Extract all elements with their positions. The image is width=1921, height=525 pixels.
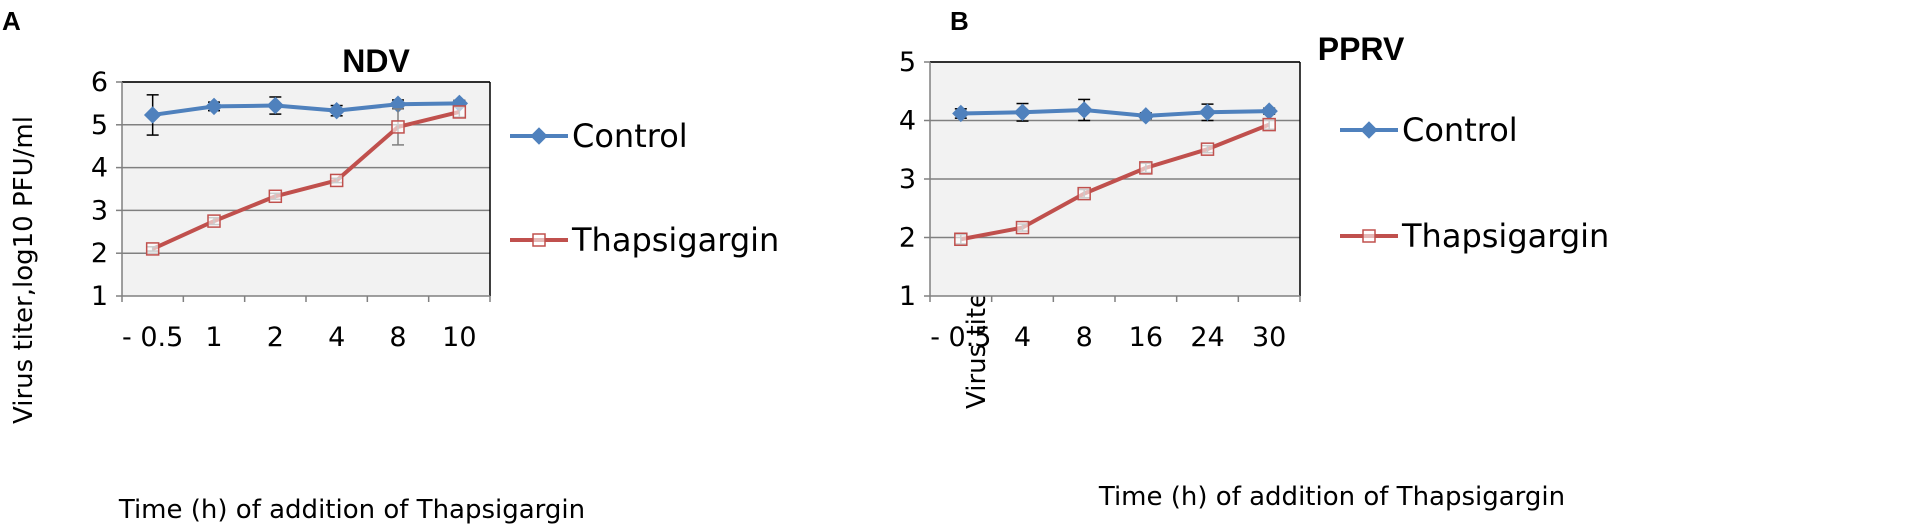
series-thapsigargin — [954, 117, 1276, 247]
x-tick-label: 24 — [1190, 322, 1224, 353]
legend-label: Thapsigargin — [1401, 217, 1609, 255]
x-tick-label: 30 — [1252, 322, 1286, 353]
x-tick-label: 1 — [205, 322, 222, 353]
data-point — [1198, 103, 1217, 122]
data-point — [952, 104, 970, 123]
x-tick-label: 8 — [389, 322, 406, 353]
data-point — [452, 105, 467, 119]
x-tick-label: - 0.5 — [122, 322, 183, 353]
y-tick-label: 4 — [899, 106, 916, 137]
data-point — [391, 120, 405, 134]
series-line — [960, 107, 1270, 118]
y-tick-label: 6 — [91, 67, 108, 98]
panel-letter-a: A — [2, 6, 21, 36]
x-tick-label: 4 — [328, 322, 345, 353]
data-point — [207, 214, 221, 228]
data-point — [1262, 117, 1276, 132]
x-axis-label-b: Time (h) of addition of Thapsigargin — [1098, 482, 1565, 512]
data-point — [266, 96, 285, 115]
x-tick-label: 2 — [267, 322, 284, 353]
x-axis-label-a: Time (h) of addition of Thapsigargin — [118, 495, 585, 525]
data-point — [1077, 186, 1091, 201]
x-tick-label: 4 — [1014, 322, 1031, 353]
y-tick-label: 1 — [91, 281, 108, 312]
y-tick-label: 1 — [899, 281, 916, 312]
data-point — [1015, 220, 1030, 235]
y-axis-label-a: Virus titer,log10 PFU/ml — [9, 116, 39, 424]
y-tick-label: 5 — [899, 47, 916, 78]
legend-label: Control — [572, 117, 688, 155]
chart-panel-b: B PPRV Virus titer,log10 PFU/ml Time (h)… — [899, 6, 1610, 512]
y-tick-label: 2 — [91, 238, 108, 269]
data-point — [1139, 161, 1153, 175]
data-point — [329, 173, 344, 188]
chart-title-ndv: NDV — [342, 43, 410, 79]
y-tick-label: 3 — [91, 195, 108, 226]
legend-marker — [532, 233, 546, 247]
legend-label: Thapsigargin — [571, 221, 779, 259]
x-tick-label: - 0.5 — [930, 322, 991, 353]
chart-title-pprv: PPRV — [1318, 31, 1405, 67]
x-tick-label: 16 — [1129, 322, 1163, 353]
data-point — [1013, 103, 1032, 122]
legend-label: Control — [1402, 111, 1518, 149]
legend-marker — [530, 127, 548, 145]
panel-letter-b: B — [950, 6, 969, 36]
data-point — [1200, 142, 1215, 156]
series-line — [960, 122, 1270, 242]
data-point — [143, 106, 162, 124]
series-thapsigargin — [145, 105, 467, 256]
x-tick-label: 10 — [442, 322, 476, 353]
y-tick-label: 4 — [91, 153, 108, 184]
data-point — [268, 189, 283, 204]
series-control — [952, 98, 1278, 125]
chart-panel-a: A NDV Virus titer,log10 PFU/ml Time (h) … — [2, 6, 779, 525]
data-point — [1075, 101, 1093, 119]
data-point — [145, 242, 160, 256]
y-tick-label: 2 — [899, 223, 916, 254]
y-tick-label: 5 — [91, 110, 108, 141]
data-point — [954, 232, 968, 247]
series-line — [152, 101, 460, 117]
data-point — [205, 97, 223, 116]
legend-marker — [1362, 229, 1376, 243]
legend-marker — [1360, 121, 1378, 139]
data-point — [327, 101, 346, 120]
y-tick-label: 3 — [899, 164, 916, 195]
series-line — [151, 110, 460, 251]
x-tick-label: 8 — [1076, 322, 1093, 353]
data-point — [1137, 107, 1155, 125]
